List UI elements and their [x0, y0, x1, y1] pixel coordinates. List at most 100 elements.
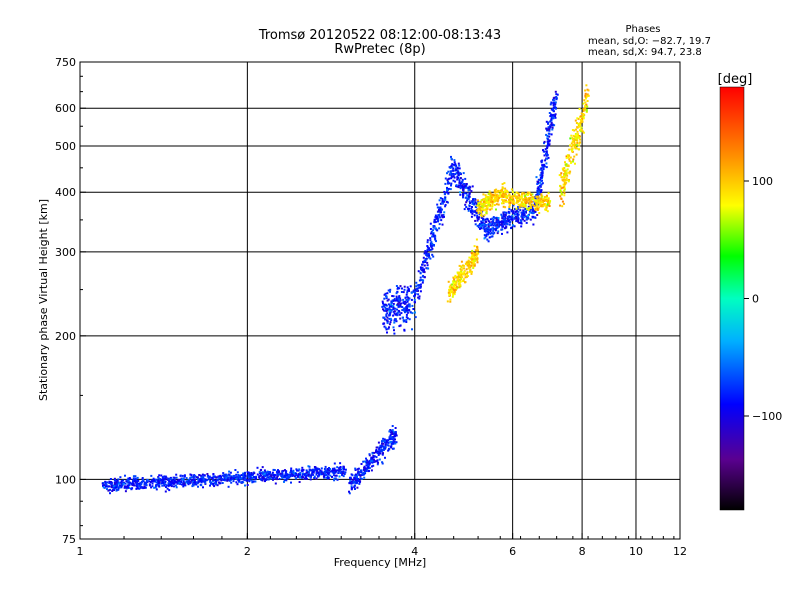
data-point — [108, 481, 111, 484]
data-point — [531, 203, 534, 206]
data-point — [484, 218, 487, 221]
data-point — [512, 204, 515, 207]
data-point — [488, 236, 491, 239]
data-point — [383, 303, 386, 306]
data-point — [459, 191, 462, 194]
data-point — [564, 172, 567, 175]
data-point — [165, 486, 167, 488]
data-point — [421, 263, 423, 266]
data-point — [143, 485, 146, 488]
data-point — [502, 213, 505, 216]
data-point — [541, 174, 544, 177]
data-point — [500, 213, 503, 216]
data-point — [443, 215, 445, 218]
data-point — [213, 485, 216, 488]
data-point — [323, 470, 326, 473]
data-point — [552, 109, 555, 112]
data-point — [508, 223, 511, 226]
grid-lines — [80, 62, 680, 539]
data-point — [213, 479, 216, 482]
data-point — [191, 485, 194, 488]
data-point — [479, 227, 481, 230]
data-point — [532, 208, 534, 211]
data-point — [453, 282, 456, 284]
data-point — [450, 176, 453, 179]
data-point — [450, 174, 453, 177]
data-point — [366, 459, 369, 462]
data-point — [453, 278, 456, 281]
data-point — [449, 284, 452, 287]
data-point — [491, 222, 494, 225]
data-point — [459, 193, 462, 196]
data-point — [414, 316, 417, 319]
data-point — [572, 134, 575, 137]
data-point — [553, 99, 556, 102]
data-point — [466, 194, 469, 197]
data-point — [253, 476, 256, 478]
data-point — [408, 305, 411, 308]
data-point — [577, 136, 580, 139]
data-point — [465, 184, 468, 187]
data-point — [138, 487, 141, 490]
data-point — [197, 485, 199, 488]
data-point — [473, 256, 476, 259]
data-point — [456, 279, 459, 282]
data-point — [175, 481, 178, 484]
data-point — [244, 474, 247, 477]
data-point — [402, 307, 405, 310]
data-point — [121, 484, 124, 487]
data-point — [289, 471, 292, 474]
data-point — [111, 485, 113, 487]
data-point — [498, 194, 501, 197]
data-point — [380, 444, 383, 447]
data-point — [426, 239, 429, 242]
data-point — [185, 480, 188, 483]
data-point — [476, 209, 479, 212]
data-point — [573, 155, 576, 158]
data-point — [546, 210, 549, 213]
data-point — [459, 275, 462, 278]
data-point — [539, 168, 542, 171]
data-point — [433, 244, 435, 247]
data-point — [491, 217, 494, 220]
data-point — [575, 146, 577, 149]
data-point — [508, 200, 511, 203]
data-point — [545, 209, 548, 211]
data-point — [365, 464, 368, 467]
data-point — [470, 260, 473, 263]
data-point — [234, 469, 237, 471]
data-point — [120, 481, 123, 484]
data-point — [221, 474, 224, 477]
data-point — [168, 480, 171, 483]
data-point — [383, 438, 386, 441]
data-point — [582, 117, 585, 120]
data-point — [503, 195, 506, 198]
data-point — [350, 486, 353, 489]
data-point — [496, 226, 499, 228]
data-point — [531, 212, 534, 215]
x-axis-label: Frequency [MHz] — [334, 556, 426, 569]
data-point — [559, 204, 562, 207]
data-point — [559, 190, 562, 193]
data-point — [449, 166, 452, 169]
data-point — [571, 147, 574, 150]
data-point — [466, 264, 469, 267]
data-point — [406, 304, 409, 307]
data-point — [309, 478, 312, 481]
data-point — [226, 476, 229, 479]
data-point — [403, 319, 406, 322]
data-point — [394, 431, 397, 434]
data-point — [407, 298, 410, 301]
data-point — [414, 293, 416, 296]
data-point — [521, 214, 523, 217]
data-point — [386, 321, 389, 324]
data-point — [575, 137, 578, 140]
data-point — [443, 211, 446, 214]
data-point — [241, 480, 244, 483]
data-point — [393, 321, 396, 324]
data-point — [504, 226, 507, 229]
data-point — [114, 484, 117, 487]
data-point — [425, 252, 428, 255]
data-point — [559, 195, 562, 198]
data-point — [516, 212, 519, 215]
